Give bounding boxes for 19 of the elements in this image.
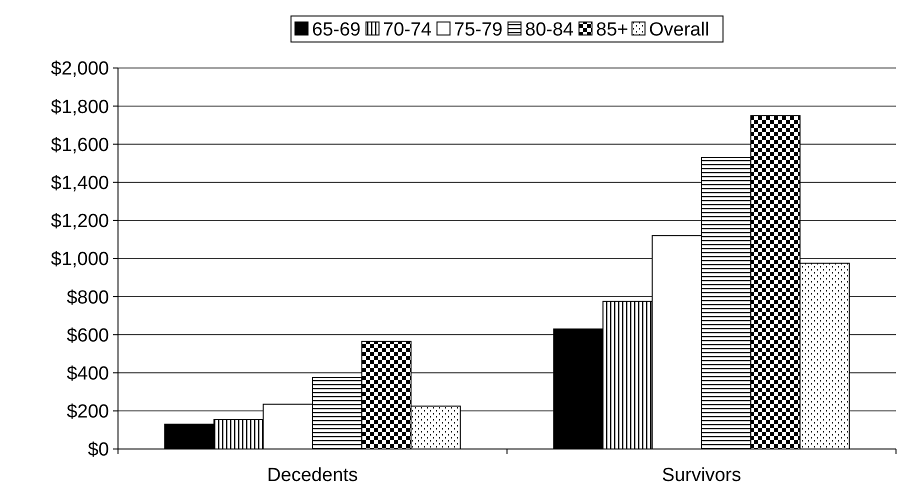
legend-label: 85+: [596, 20, 628, 41]
legend-label: 80-84: [525, 20, 574, 41]
y-tick-label: $200: [66, 402, 109, 423]
legend-label: Overall: [649, 20, 710, 41]
y-tick-label: $0: [88, 440, 109, 461]
y-tick-label: $1,400: [50, 172, 109, 194]
y-tick-label: $600: [66, 325, 109, 346]
y-tick-label: $1,000: [50, 249, 109, 270]
y-tick-label: $400: [66, 363, 109, 384]
y-tick-label: $1,800: [50, 96, 109, 118]
x-tick-label: Survivors: [662, 465, 742, 486]
x-tick-label: Decedents: [267, 465, 358, 486]
legend-label: 70-74: [383, 20, 432, 41]
y-tick-label: $2,000: [50, 58, 109, 80]
legend-label: 75-79: [454, 20, 503, 41]
y-tick-label: $1,200: [50, 211, 109, 232]
y-tick-label: $1,600: [50, 134, 109, 156]
y-tick-label: $800: [66, 287, 109, 308]
legend-label: 65-69: [312, 20, 361, 41]
